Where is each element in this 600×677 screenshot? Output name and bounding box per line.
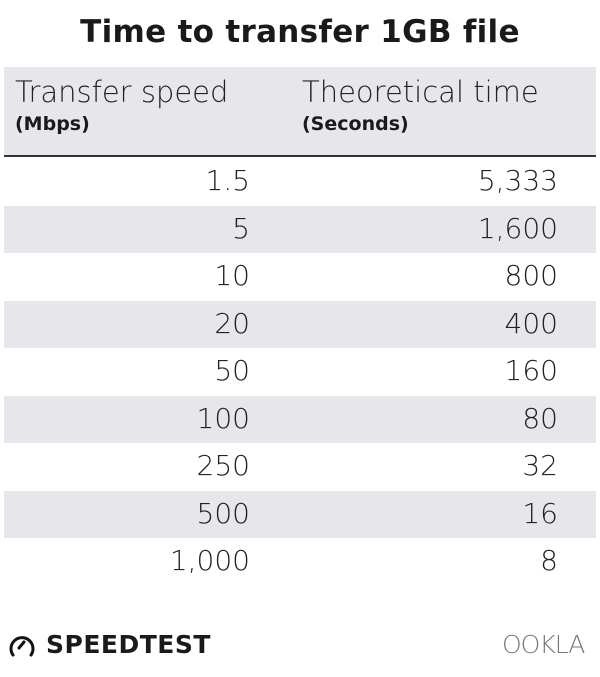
table-row: 10 800 <box>4 253 596 301</box>
speed-cell: 250 <box>196 449 250 482</box>
speedtest-wordmark: SPEEDTEST <box>46 630 211 659</box>
time-cell: 16 <box>522 496 558 530</box>
speed-cell: 500 <box>196 496 250 530</box>
speed-cell: 1.5 <box>205 164 250 197</box>
table-row: 1,000 8 <box>4 538 596 586</box>
ookla-wordmark: OOKLA <box>502 630 585 659</box>
speedtest-logo: SPEEDTEST <box>8 630 211 659</box>
table-row: 1.5 5,333 <box>4 158 596 206</box>
ookla-logo: OOKLA <box>502 630 585 659</box>
table-row: 50 160 <box>4 348 596 396</box>
time-cell: 160 <box>504 354 558 387</box>
time-cell: 800 <box>504 259 558 292</box>
time-cell: 1,600 <box>477 211 558 245</box>
speed-cell: 20 <box>214 306 250 340</box>
table-header: Transfer speed (Mbps) Theoretical time (… <box>4 67 596 157</box>
time-cell: 32 <box>522 449 558 482</box>
time-cell: 8 <box>540 544 558 577</box>
header-label: Theoretical time <box>302 75 539 109</box>
header-theoretical-time: Theoretical time (Seconds) <box>302 75 539 135</box>
header-unit: (Mbps) <box>15 113 90 135</box>
table-row: 500 16 <box>4 490 596 538</box>
speed-cell: 1,000 <box>169 544 250 577</box>
time-cell: 80 <box>522 401 558 435</box>
header-transfer-speed: Transfer speed (Mbps) <box>15 75 228 135</box>
table-row: 100 80 <box>4 395 596 443</box>
table-row: 250 32 <box>4 443 596 491</box>
speed-cell: 100 <box>196 401 250 435</box>
header-label: Transfer speed <box>15 75 229 109</box>
table-row: 5 1,600 <box>4 205 596 253</box>
speed-cell: 5 <box>232 211 250 245</box>
time-cell: 5,333 <box>477 164 558 197</box>
table-row: 20 400 <box>4 300 596 348</box>
speed-cell: 50 <box>214 354 250 387</box>
time-cell: 400 <box>504 306 558 340</box>
gauge-icon <box>9 635 35 656</box>
header-unit: (Seconds) <box>302 113 409 135</box>
chart-title: Time to transfer 1GB file <box>80 14 520 50</box>
table-body: 1.5 5,333 5 1,600 10 800 20 400 50 160 100 80 250 32 5… <box>4 158 596 586</box>
speed-cell: 10 <box>214 259 250 292</box>
